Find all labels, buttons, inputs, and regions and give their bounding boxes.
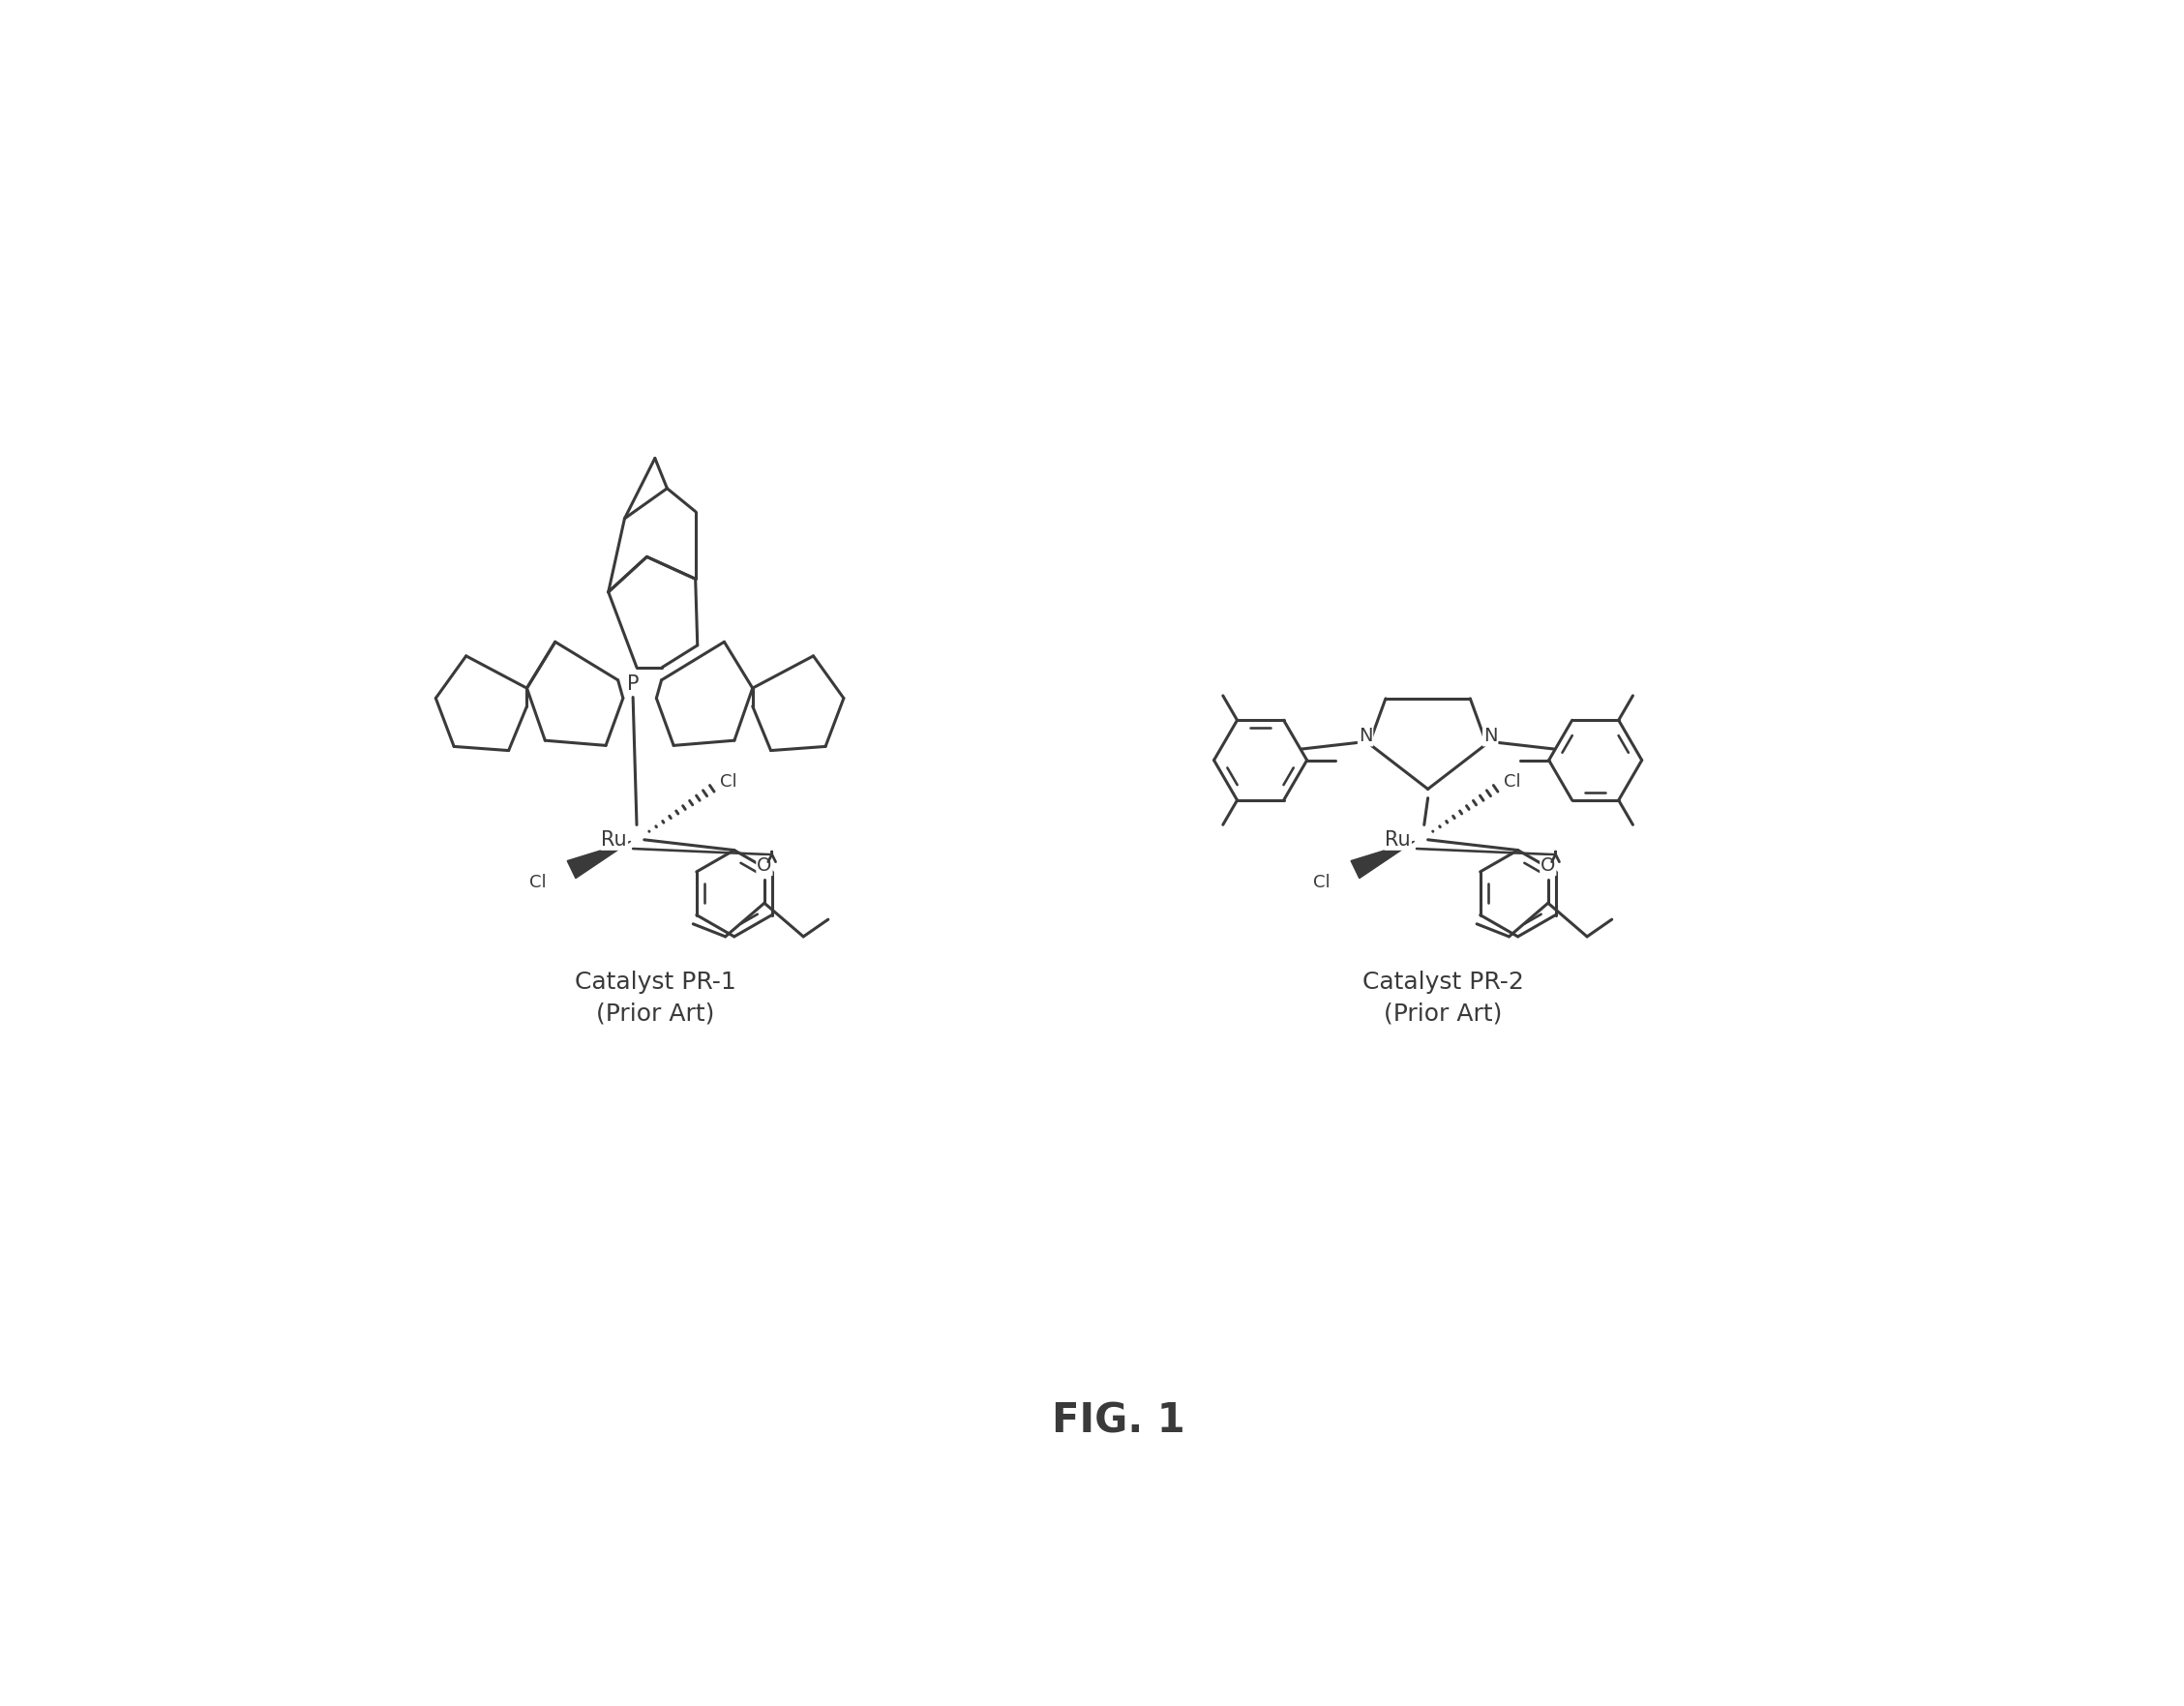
Text: FIG. 1: FIG. 1 [1053,1401,1186,1442]
Text: Cl: Cl [1503,773,1520,790]
Text: Catalyst PR-1: Catalyst PR-1 [574,971,736,993]
Text: N: N [1358,727,1372,746]
Text: Catalyst PR-2: Catalyst PR-2 [1363,971,1524,993]
Text: P: P [627,674,640,694]
Text: (Prior Art): (Prior Art) [1385,1001,1503,1025]
Text: O: O [758,856,771,875]
Text: Ru: Ru [1385,831,1411,850]
Polygon shape [568,841,631,879]
Text: O: O [1540,856,1555,875]
Text: Ru: Ru [601,831,627,850]
Text: (Prior Art): (Prior Art) [596,1001,714,1025]
Text: Cl: Cl [721,773,736,790]
Polygon shape [1352,841,1415,879]
Text: Cl: Cl [1313,873,1330,891]
Text: Cl: Cl [531,873,546,891]
Text: N: N [1483,727,1498,746]
